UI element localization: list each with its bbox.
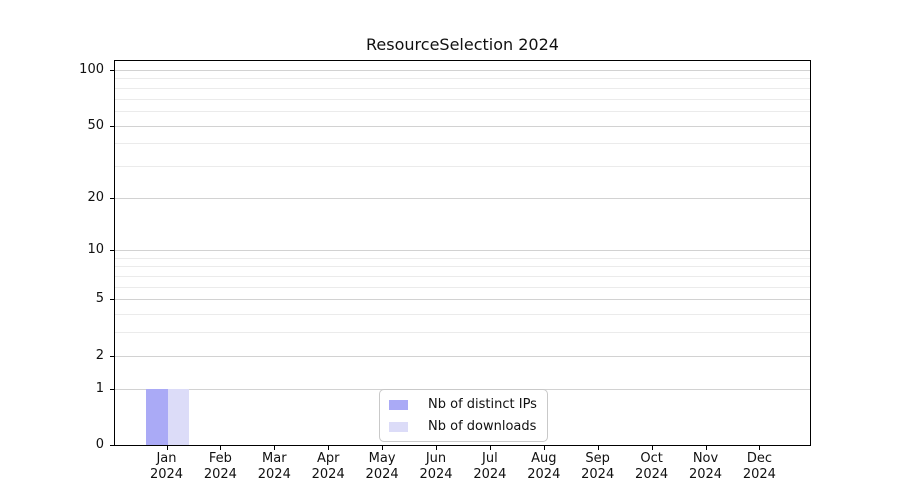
- bars-layer: [115, 61, 810, 445]
- y-tick-label: 10: [87, 242, 104, 258]
- y-tick-mark: [110, 388, 114, 390]
- major-gridline: [115, 197, 810, 199]
- minor-gridline: [115, 78, 810, 80]
- x-tick-month: Dec: [746, 451, 772, 466]
- x-tick-label: Apr 2024: [301, 451, 355, 482]
- y-tick-mark: [110, 125, 114, 127]
- chart-title: ResourceSelection 2024: [366, 35, 559, 54]
- major-gridline: [115, 250, 810, 252]
- x-tick-mark: [597, 446, 599, 450]
- x-tick-year: 2024: [257, 466, 291, 482]
- x-tick-year: 2024: [742, 466, 776, 482]
- x-tick-label: Jul 2024: [463, 451, 517, 482]
- x-tick-label: Jan 2024: [140, 451, 194, 482]
- x-tick-label: Nov 2024: [679, 451, 733, 482]
- x-tick-label: Oct 2024: [625, 451, 679, 482]
- x-tick-mark: [543, 446, 545, 450]
- x-tick-month: Nov: [692, 451, 719, 466]
- x-tick-mark: [705, 446, 707, 450]
- y-tick-label: 5: [95, 291, 104, 307]
- minor-gridline: [115, 332, 810, 334]
- x-tick-year: 2024: [311, 466, 345, 482]
- x-tick-label: Aug 2024: [517, 451, 571, 482]
- x-tick-month: Jul: [482, 451, 498, 466]
- x-tick-mark: [651, 446, 653, 450]
- minor-gridline: [115, 257, 810, 259]
- bar-distinct-ips: [146, 388, 168, 445]
- y-tick-mark: [110, 355, 114, 357]
- minor-gridline: [115, 165, 810, 167]
- y-tick-label: 20: [87, 189, 104, 205]
- minor-gridline: [115, 276, 810, 278]
- x-tick-year: 2024: [635, 466, 669, 482]
- x-tick-mark: [436, 446, 437, 450]
- y-tick-label: 1: [95, 380, 104, 396]
- x-tick-month: Jun: [425, 451, 447, 466]
- x-tick-label: Jun 2024: [409, 451, 463, 482]
- x-tick-mark: [489, 446, 491, 450]
- y-tick-mark: [110, 299, 114, 301]
- x-tick-label: Dec 2024: [732, 451, 786, 482]
- x-tick-year: 2024: [581, 466, 615, 482]
- minor-gridline: [115, 143, 810, 145]
- y-tick-mark: [110, 250, 114, 252]
- x-tick-month: Sep: [585, 451, 610, 466]
- x-tick-label: Feb 2024: [193, 451, 247, 482]
- y-tick-mark: [110, 70, 114, 71]
- legend-swatch-distinct-ips: [389, 399, 408, 410]
- major-gridline: [115, 125, 810, 127]
- x-tick-month: Feb: [208, 451, 232, 466]
- x-tick-mark: [382, 446, 384, 450]
- minor-gridline: [115, 314, 810, 316]
- x-tick-year: 2024: [365, 466, 399, 482]
- x-tick-mark: [759, 446, 761, 450]
- minor-gridline: [115, 286, 810, 288]
- minor-gridline: [115, 110, 810, 112]
- y-tick-mark: [110, 197, 114, 199]
- x-tick-year: 2024: [149, 466, 184, 482]
- legend-item-distinct-ips: Nb of distinct IPs: [389, 394, 537, 415]
- y-tick-label: 0: [95, 437, 104, 452]
- x-tick-year: 2024: [203, 466, 237, 482]
- x-tick-month: May: [368, 451, 396, 466]
- x-tick-mark: [328, 446, 330, 450]
- x-tick-month: Aug: [531, 451, 557, 466]
- x-tick-mark: [220, 446, 222, 450]
- minor-gridline: [115, 266, 810, 268]
- major-gridline: [115, 299, 810, 301]
- major-gridline: [115, 70, 810, 71]
- y-tick-mark: [110, 445, 114, 446]
- legend-item-downloads: Nb of downloads: [389, 416, 537, 437]
- x-tick-mark: [166, 446, 168, 450]
- x-tick-label: Mar 2024: [247, 451, 301, 482]
- x-tick-year: 2024: [419, 466, 453, 482]
- x-tick-year: 2024: [473, 466, 507, 482]
- x-tick-month: Jan: [156, 451, 177, 466]
- x-tick-mark: [274, 446, 276, 450]
- x-tick-month: Apr: [316, 451, 340, 466]
- bar-downloads: [167, 388, 189, 445]
- x-tick-year: 2024: [688, 466, 723, 482]
- minor-gridline: [115, 87, 810, 89]
- x-tick-label: Sep 2024: [571, 451, 625, 482]
- x-tick-month: Mar: [262, 451, 287, 466]
- y-tick-label: 100: [79, 62, 104, 77]
- x-tick-year: 2024: [527, 466, 561, 482]
- legend-label-distinct-ips: Nb of distinct IPs: [428, 397, 537, 412]
- y-tick-label: 2: [95, 347, 104, 363]
- x-tick-month: Oct: [640, 451, 663, 466]
- plot-area: [114, 60, 811, 446]
- legend: Nb of distinct IPs Nb of downloads: [379, 389, 548, 442]
- legend-label-downloads: Nb of downloads: [428, 419, 537, 434]
- minor-gridline: [115, 98, 810, 100]
- y-tick-label: 50: [87, 117, 104, 133]
- major-gridline: [115, 355, 810, 357]
- legend-swatch-downloads: [389, 421, 408, 432]
- x-tick-label: May 2024: [355, 451, 409, 482]
